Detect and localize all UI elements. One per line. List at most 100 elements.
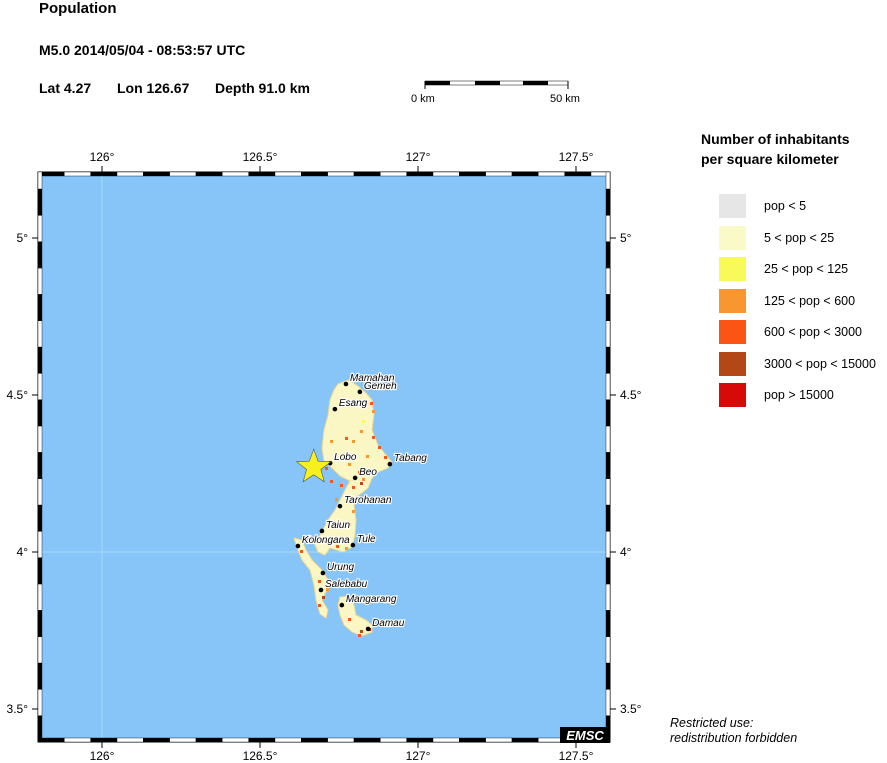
legend-swatch	[719, 383, 746, 407]
lon-tick-label-bottom: 127.5°	[559, 749, 594, 763]
frame-segment	[605, 373, 611, 400]
event-lat: Lat 4.27	[39, 80, 92, 96]
frame-segment	[605, 171, 611, 190]
frame-segment	[605, 636, 611, 664]
legend-label: 125 < pop < 600	[764, 293, 856, 308]
event-info: M5.0 2014/05/04 - 08:53:57 UTC	[39, 42, 246, 58]
population-cell	[318, 604, 321, 607]
population-cell	[362, 420, 365, 423]
frame-segment	[37, 373, 43, 400]
legend-item: 5 < pop < 25	[719, 225, 835, 250]
population-cell	[384, 456, 387, 459]
frame-segment	[195, 737, 223, 743]
legend-label: 3000 < pop < 15000	[764, 356, 876, 371]
star-icon	[295, 448, 332, 483]
frame-segment	[116, 737, 144, 743]
frame-segment	[37, 583, 43, 611]
frame-segment	[605, 294, 611, 321]
frame-segment	[538, 171, 565, 177]
usage-note: Restricted use: redistribution forbidden	[670, 716, 797, 746]
town-label: Kolongana	[302, 535, 350, 546]
figure-title: Population	[39, 0, 117, 17]
population-cell	[340, 484, 343, 487]
frame-segment	[605, 346, 611, 374]
population-cell	[345, 547, 348, 550]
town-label: Salebabu	[325, 579, 368, 590]
population-cell	[362, 478, 365, 481]
island-landmass	[293, 379, 393, 637]
frame-segment	[605, 478, 611, 506]
lat-tick-label-right: 5°	[620, 231, 632, 245]
town-label: Tarohanan	[344, 495, 392, 506]
lat-tick-label-left: 4°	[17, 545, 29, 559]
frame-segment	[37, 267, 43, 295]
frame-segment	[605, 267, 611, 295]
frame-segment	[37, 452, 43, 479]
legend-label: 5 < pop < 25	[764, 230, 835, 245]
frame-segment	[37, 241, 43, 269]
legend-swatch	[719, 225, 746, 250]
legend-item: 25 < pop < 125	[719, 257, 848, 281]
town-marker	[295, 543, 301, 549]
lon-tick-label-top: 127.5°	[559, 150, 594, 164]
axis-ticks: 126° 126° 126.5° 126.5° 127° 127° 127.5° 127.5°…	[7, 150, 642, 763]
frame-segment	[605, 662, 611, 690]
lat-tick-label-left: 3.5°	[7, 702, 29, 716]
town-marker	[337, 503, 343, 509]
frame-segment	[406, 171, 434, 177]
town-label: Beo	[359, 467, 377, 478]
frame-segment	[37, 399, 43, 427]
frame-segment	[605, 320, 611, 348]
frame-segment	[274, 171, 302, 177]
population-cell	[360, 630, 363, 633]
frame-segment	[605, 215, 611, 242]
frame-segment	[37, 636, 43, 664]
town-label: Taiun	[326, 520, 351, 531]
lat-tick-label-right: 4°	[620, 545, 632, 559]
population-cell	[358, 634, 361, 637]
legend-item: 125 < pop < 600	[719, 288, 856, 313]
frame-segment	[380, 171, 407, 177]
population-cell	[358, 471, 361, 474]
population-cell	[370, 402, 373, 405]
frame-segment	[37, 171, 43, 190]
legend-title: Number of inhabitants per square kilomet…	[701, 129, 850, 169]
town-label: Esang	[339, 398, 368, 409]
frame-segment	[327, 171, 355, 177]
legend-title-line1: Number of inhabitants	[701, 131, 850, 147]
population-cell	[372, 436, 375, 439]
population-cell	[366, 455, 369, 458]
town-label: Tabang	[394, 453, 427, 464]
population-cell	[336, 545, 339, 548]
population-cell	[348, 618, 351, 621]
legend-label: 600 < pop < 3000	[764, 325, 863, 339]
frame-segment	[511, 737, 539, 743]
frame-segment	[90, 171, 118, 177]
lat-tick-label-left: 4.5°	[7, 388, 29, 402]
frame-segment	[485, 737, 513, 743]
population-cell	[345, 437, 348, 440]
population-cell	[372, 410, 375, 413]
frame-segment	[605, 188, 611, 216]
population-cell	[352, 486, 355, 489]
frame-segment	[406, 737, 434, 743]
frame-segment	[37, 715, 43, 743]
frame-segment	[459, 171, 486, 177]
frame-segment	[64, 171, 91, 177]
town-marker	[350, 542, 356, 548]
town-label: Mamahan	[350, 373, 395, 384]
lat-tick-label-right: 3.5°	[620, 702, 642, 716]
legend-swatch	[719, 257, 746, 281]
island-salebabu	[293, 537, 329, 619]
note-line2: redistribution forbidden	[670, 731, 798, 745]
frame-segment	[605, 399, 611, 427]
frame-segment	[195, 171, 223, 177]
frame-segment	[353, 171, 381, 177]
frame-segment	[605, 531, 611, 558]
note-line1: Restricted use:	[670, 716, 754, 730]
frame-segment	[605, 425, 611, 453]
frame-segment	[432, 171, 460, 177]
frame-segment	[37, 294, 43, 321]
frame-segment	[459, 737, 486, 743]
